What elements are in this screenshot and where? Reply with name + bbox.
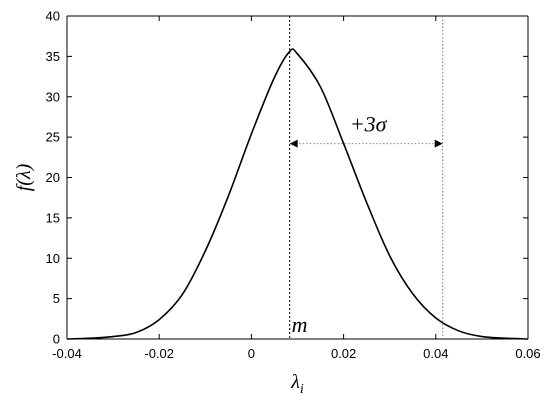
tick-group: -0.04 -0.02 0 0.02 0.04 0.06 0 5 10 15 20 25 30 35 40 [46,9,541,362]
y-tick-label: 30 [46,89,60,104]
mean-annotation-label: m [292,312,308,337]
y-axis-title: f(λ) [13,163,35,191]
guide-lines [289,16,444,339]
plot-axes [66,15,529,340]
x-tick-label: 0.06 [515,346,540,361]
y-tick-label: 40 [46,9,60,24]
y-tick-label: 35 [46,49,60,64]
annotations: +3σ m [289,112,443,337]
x-axis-title: λi [290,371,304,397]
x-axis-title-main: λ [290,371,300,393]
x-tick-label: 0 [248,346,255,361]
y-tick-label: 5 [53,291,60,306]
x-tick-label: -0.02 [144,346,174,361]
y-tick-label: 10 [46,251,60,266]
y-tick-label: 25 [46,130,60,145]
y-tick-label: 20 [46,170,60,185]
arrowhead-left-icon [289,139,298,148]
y-tick-label: 0 [53,332,60,347]
y-tick-label: 15 [46,210,60,225]
series-line [66,48,529,340]
x-tick-label: 0.04 [423,346,448,361]
x-axis-title-subscript: i [300,382,304,397]
arrowhead-right-icon [434,139,443,148]
x-tick-label: 0.02 [331,346,356,361]
x-tick-label: -0.04 [52,346,82,361]
sigma-annotation-label: +3σ [350,112,388,137]
